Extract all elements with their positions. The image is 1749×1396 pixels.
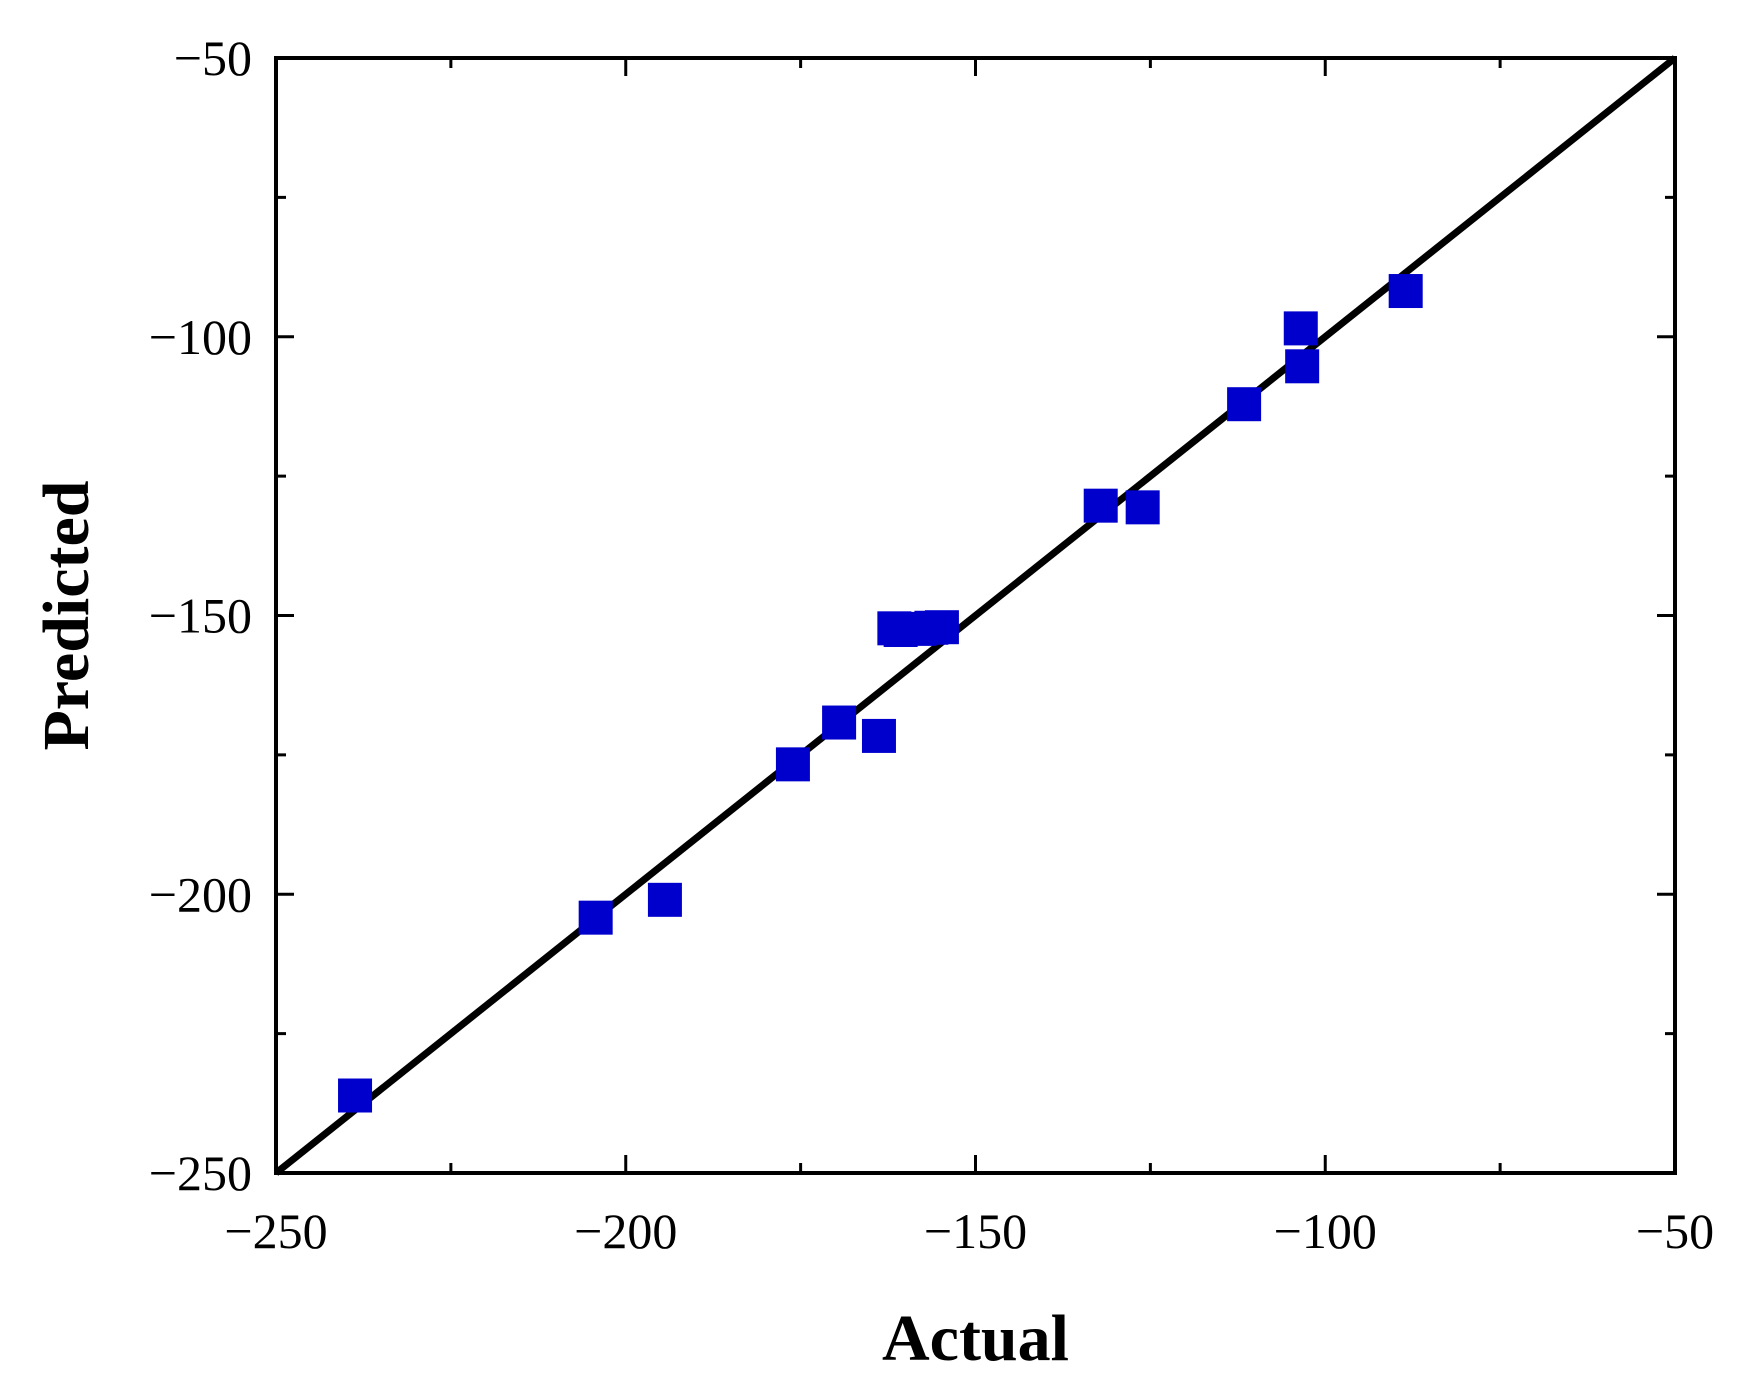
x-tick-label: −50 xyxy=(1636,1203,1714,1259)
data-point xyxy=(822,705,857,740)
reference-line-layer xyxy=(273,55,1678,1176)
data-point xyxy=(338,1078,373,1113)
x-axis-title: Actual xyxy=(882,1302,1069,1375)
data-point xyxy=(1125,490,1160,525)
y-tick-label: −50 xyxy=(174,30,252,86)
data-point xyxy=(647,882,682,917)
y-axis-title: Predicted xyxy=(30,480,103,750)
data-points xyxy=(338,274,1423,1113)
plot-frame xyxy=(274,56,1677,1175)
x-tick-label: −100 xyxy=(1274,1203,1377,1259)
data-point xyxy=(861,718,896,753)
x-tick-label: −150 xyxy=(924,1203,1027,1259)
data-point xyxy=(775,747,810,782)
data-point xyxy=(1083,488,1118,523)
data-point xyxy=(1227,387,1262,422)
data-point xyxy=(578,900,613,935)
data-point xyxy=(1283,311,1318,346)
y-tick-label: −250 xyxy=(149,1145,252,1201)
y-tick-labels: −250 −200 −150 −100 −50 xyxy=(149,30,252,1201)
x-tick-labels: −250 −200 −150 −100 −50 xyxy=(224,1203,1714,1259)
y-tick-label: −100 xyxy=(149,309,252,365)
y-tick-label: −200 xyxy=(149,866,252,922)
data-point xyxy=(924,610,959,645)
reference-line xyxy=(273,55,1678,1176)
x-tick-label: −200 xyxy=(574,1203,677,1259)
x-tick-label: −250 xyxy=(224,1203,327,1259)
data-point xyxy=(1285,349,1320,384)
data-point xyxy=(1388,274,1423,309)
y-tick-label: −150 xyxy=(149,588,252,644)
